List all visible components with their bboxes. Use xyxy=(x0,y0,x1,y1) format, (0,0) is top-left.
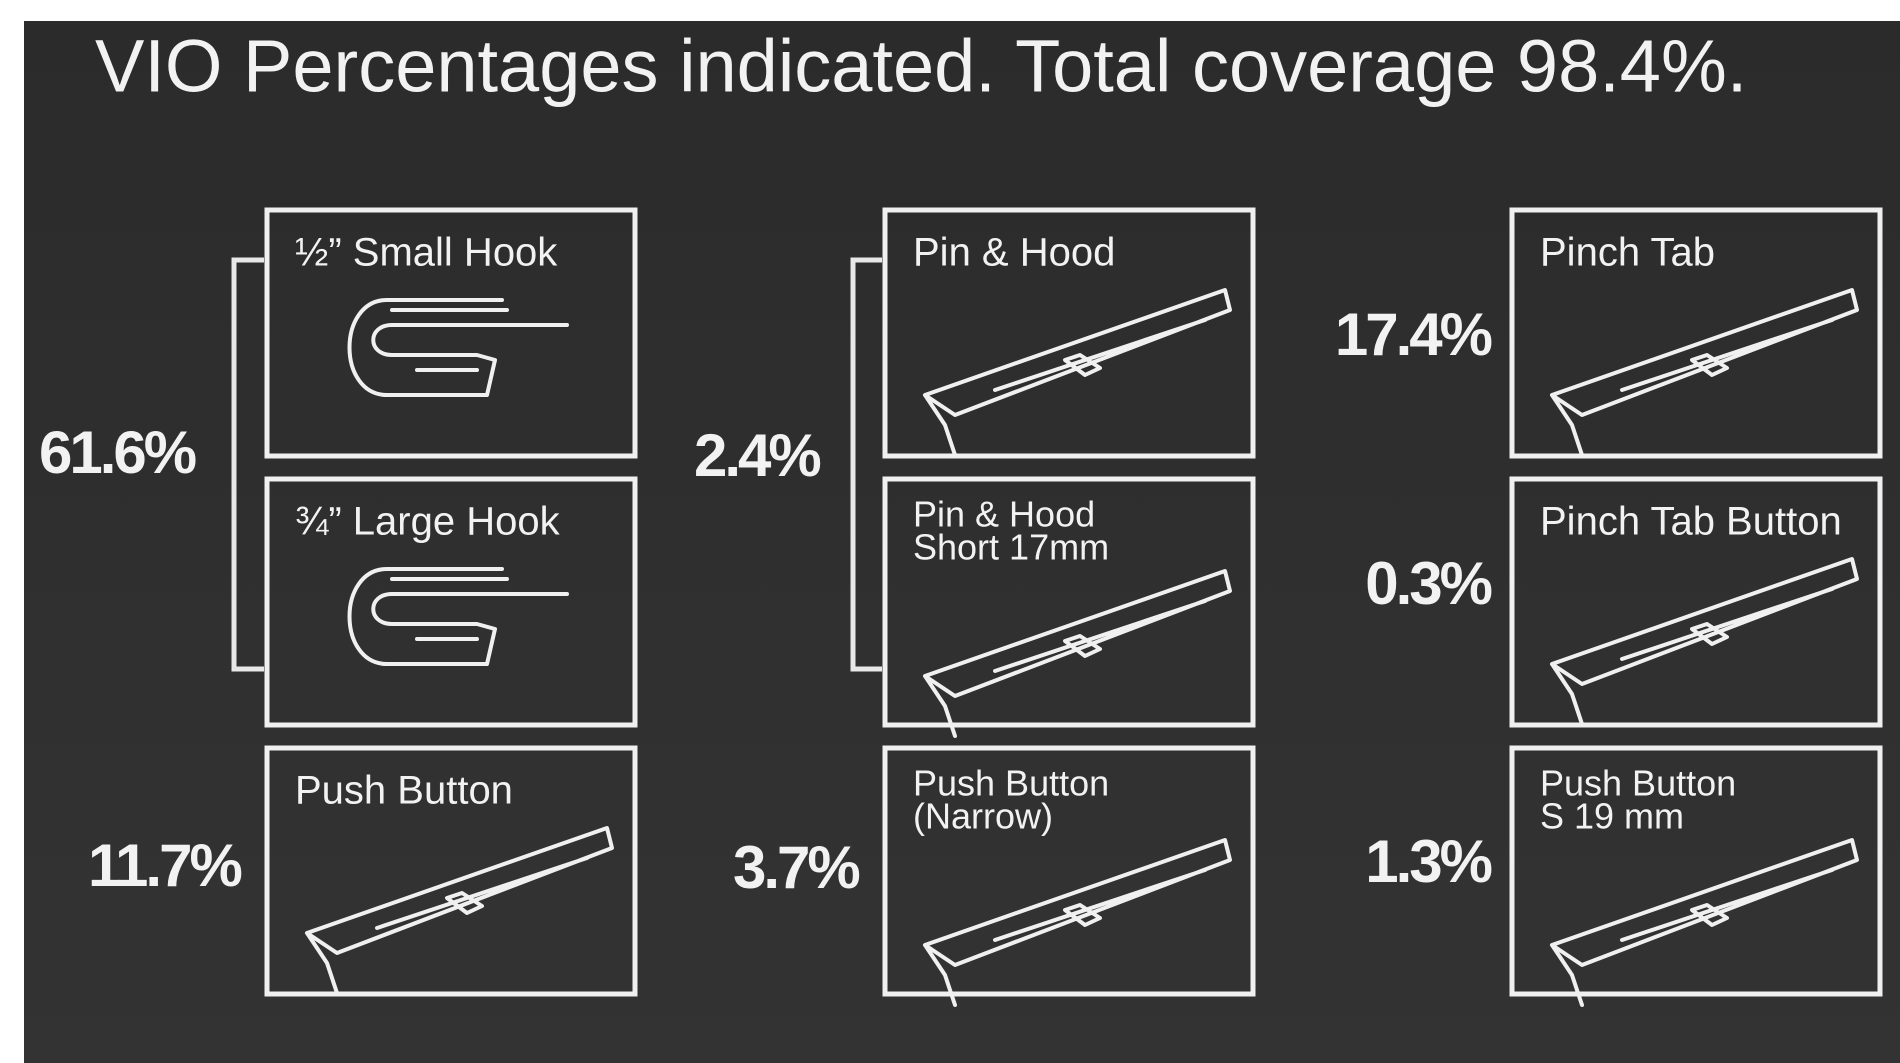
card-label: Pinch Tab Button xyxy=(1540,500,1842,544)
card-border xyxy=(264,207,638,459)
card-label: Pin & Hood xyxy=(913,231,1115,275)
card-label: Short 17mm xyxy=(913,527,1109,568)
card-border xyxy=(882,207,1256,459)
product-card: Push Button(Narrow) xyxy=(882,745,1256,1007)
product-card: Pinch Tab xyxy=(1509,207,1883,459)
percentage: 11.7% xyxy=(88,832,241,899)
product-icon xyxy=(923,838,1232,1007)
product-card: ¾” Large Hook xyxy=(264,476,638,728)
card-label: (Narrow) xyxy=(913,796,1053,837)
card-border xyxy=(1509,476,1883,728)
percentage: 61.6% xyxy=(39,419,196,486)
card-label: ½” Small Hook xyxy=(295,231,558,275)
percentage: 1.3% xyxy=(1365,828,1491,895)
product-icon xyxy=(923,288,1232,457)
bracket xyxy=(850,257,882,672)
card-label: Push Button xyxy=(295,769,513,813)
card-label: Push Button xyxy=(913,763,1109,804)
card-label: Pin & Hood xyxy=(913,494,1095,535)
percentage: 2.4% xyxy=(694,422,820,489)
product-card: Pin & Hood xyxy=(882,207,1256,459)
panel xyxy=(24,21,1900,1063)
product-icon xyxy=(1550,838,1859,1007)
percentage: 0.3% xyxy=(1365,550,1491,617)
product-icon xyxy=(1550,557,1859,726)
percentage: 17.4% xyxy=(1335,301,1492,368)
card-border xyxy=(882,745,1256,997)
card-label: ¾” Large Hook xyxy=(295,500,561,544)
product-icon xyxy=(347,298,569,397)
product-card: Push Button xyxy=(264,745,638,997)
card-border xyxy=(1509,207,1883,459)
card-label: S 19 mm xyxy=(1540,796,1684,837)
card-border xyxy=(882,476,1256,728)
title: VIO Percentages indicated. Total coverag… xyxy=(95,25,1747,108)
bracket xyxy=(231,257,264,672)
product-icon xyxy=(347,567,569,666)
product-card: ½” Small Hook xyxy=(264,207,638,459)
card-border xyxy=(264,476,638,728)
card-label: Push Button xyxy=(1540,763,1736,804)
product-icon xyxy=(1550,288,1859,457)
product-icon xyxy=(305,826,614,995)
card-border xyxy=(264,745,638,997)
percentage: 3.7% xyxy=(733,834,859,901)
card-label: Pinch Tab xyxy=(1540,231,1715,275)
product-card: Pinch Tab Button xyxy=(1509,476,1883,728)
card-border xyxy=(1509,745,1883,997)
product-icon xyxy=(923,569,1232,738)
